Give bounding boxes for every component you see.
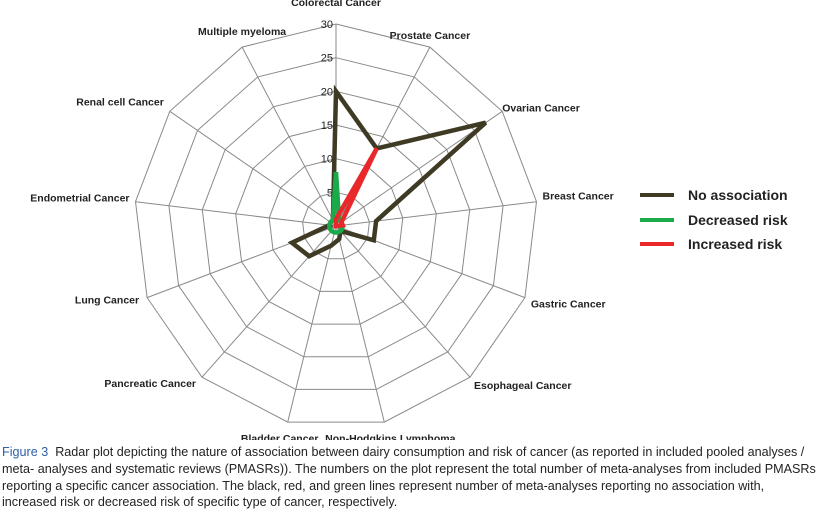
- data-point-decreased-risk-pancreatic-cancer: [331, 230, 332, 232]
- legend-label-no-association: No association: [688, 187, 788, 204]
- legend-item-decreased-risk: Decreased risk: [640, 208, 788, 233]
- spoke-esophageal-cancer: [335, 225, 471, 378]
- data-point-increased-risk-multiple-myeloma: [335, 225, 337, 227]
- figure-caption-label: Figure 3: [2, 445, 49, 459]
- legend-item-increased-risk: Increased risk: [640, 232, 788, 257]
- data-point-decreased-risk-prostate-cancer: [338, 219, 340, 221]
- data-point-no-association-bladder-cancer: [330, 245, 332, 247]
- axis-label-non-hodgkins-lymphoma: Non-Hodgkins Lymphoma: [325, 433, 455, 440]
- data-point-increased-risk-breast-cancer: [342, 224, 344, 226]
- axis-label-colorectal-cancer: Colorectal Cancer: [291, 0, 381, 9]
- series-line-increased-risk: [333, 147, 379, 229]
- spoke-bladder-cancer: [287, 225, 337, 423]
- axis-label-endometrial-cancer: Endometrial Cancer: [30, 193, 129, 205]
- grid-ring-30: [134, 23, 538, 423]
- data-point-decreased-risk-renal-cell-cancer: [330, 221, 331, 223]
- legend-swatch-decreased-risk: [640, 217, 674, 222]
- legend-label-increased-risk: Increased risk: [688, 236, 783, 253]
- data-point-increased-risk-colorectal-cancer: [335, 218, 337, 220]
- tick-label-30: 30: [321, 19, 333, 31]
- spoke-multiple-myeloma: [241, 46, 337, 227]
- axis-label-breast-cancer: Breast Cancer: [543, 191, 614, 203]
- legend-swatch-no-association: [640, 193, 674, 198]
- tick-label-10: 10: [321, 154, 333, 166]
- data-point-decreased-risk-esophageal-cancer: [340, 230, 341, 232]
- data-point-decreased-risk-endometrial-cancer: [328, 224, 330, 226]
- spoke-breast-cancer: [335, 201, 537, 227]
- spoke-non-hodgkins-lymphoma: [335, 225, 385, 423]
- axis-label-esophageal-cancer: Esophageal Cancer: [474, 380, 571, 392]
- data-point-decreased-risk-colorectal-cancer: [335, 171, 337, 173]
- data-point-decreased-risk-lung-cancer: [329, 227, 331, 229]
- axis-label-prostate-cancer: Prostate Cancer: [390, 30, 471, 42]
- axis-label-ovarian-cancer: Ovarian Cancer: [502, 102, 580, 114]
- data-point-no-association-pancreatic-cancer: [308, 255, 310, 257]
- tick-label-15: 15: [321, 120, 333, 132]
- grid-ring-10: [268, 158, 404, 292]
- axis-label-multiple-myeloma: Multiple myeloma: [198, 26, 286, 38]
- tick-label-5: 5: [327, 187, 333, 199]
- spoke-endometrial-cancer: [135, 201, 337, 227]
- data-point-no-association-gastric-cancer: [373, 239, 375, 241]
- grid-ring-5: [302, 191, 370, 260]
- grid-ring-25: [168, 57, 504, 390]
- data-point-no-association-ovarian-cancer: [485, 122, 487, 124]
- tick-label-25: 25: [321, 53, 333, 65]
- figure-caption-text: Radar plot depicting the nature of assoc…: [2, 445, 816, 510]
- spoke-renal-cell-cancer: [169, 110, 337, 227]
- grid-ring-20: [201, 90, 471, 358]
- data-point-no-association-lung-cancer: [291, 242, 293, 244]
- figure-caption: Figure 3 Radar plot depicting the nature…: [2, 444, 818, 511]
- axis-label-gastric-cancer: Gastric Cancer: [531, 299, 606, 311]
- tick-label-20: 20: [321, 86, 333, 98]
- axis-label-pancreatic-cancer: Pancreatic Cancer: [104, 378, 196, 390]
- legend: No association Decreased risk Increased …: [640, 183, 788, 257]
- legend-swatch-increased-risk: [640, 242, 674, 247]
- data-point-increased-risk-prostate-cancer: [376, 148, 378, 149]
- legend-label-decreased-risk: Decreased risk: [688, 211, 788, 228]
- spoke-pancreatic-cancer: [201, 225, 337, 378]
- data-point-decreased-risk-multiple-myeloma: [332, 219, 334, 221]
- data-point-no-association-non-hodgkins-lymphoma: [338, 238, 340, 240]
- data-point-decreased-risk-gastric-cancer: [341, 227, 343, 229]
- data-point-no-association-colorectal-cancer: [335, 90, 337, 92]
- series-line-no-association: [287, 84, 488, 259]
- data-point-decreased-risk-non-hodgkins-lymphoma: [337, 232, 339, 233]
- grid-ring-15: [235, 124, 437, 325]
- data-point-no-association-breast-cancer: [375, 220, 377, 222]
- axis-label-bladder-cancer: Bladder Cancer: [241, 433, 319, 440]
- data-point-increased-risk-ovarian-cancer: [341, 221, 342, 223]
- legend-item-no-association: No association: [640, 183, 788, 208]
- data-point-decreased-risk-bladder-cancer: [333, 232, 335, 233]
- axis-label-lung-cancer: Lung Cancer: [75, 295, 139, 307]
- axis-label-renal-cell-cancer: Renal cell Cancer: [76, 96, 164, 108]
